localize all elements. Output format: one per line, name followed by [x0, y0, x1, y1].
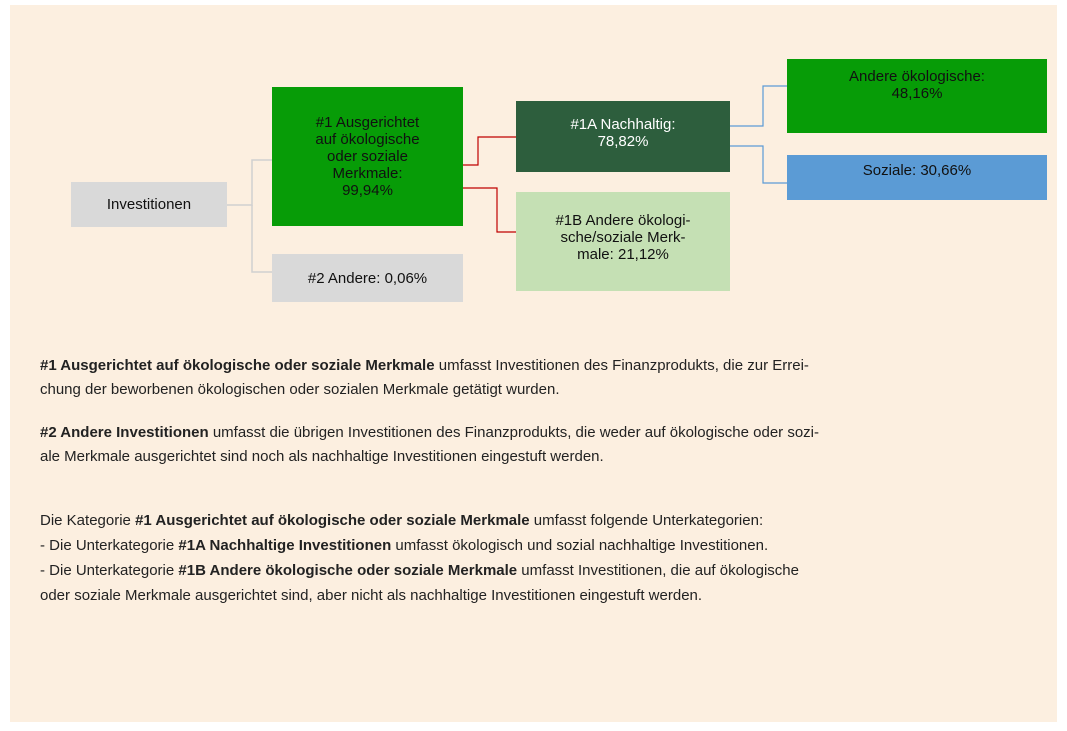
- node-label: Andere ökologische:: [849, 68, 985, 85]
- node-label: male: 21,12%: [577, 246, 669, 263]
- bold-text: #1 Ausgerichtet auf ökologische oder soz…: [135, 512, 530, 529]
- text-line: oder soziale Merkmale ausgerichtet sind,…: [40, 583, 702, 608]
- text-line: ale Merkmale ausgerichtet sind noch als …: [40, 444, 604, 469]
- node-label: 48,16%: [891, 85, 943, 102]
- text-line: - Die Unterkategorie #1B Andere ökologis…: [40, 558, 799, 583]
- node-label: sche/soziale Merk-: [560, 229, 686, 246]
- text: ale Merkmale ausgerichtet sind noch als …: [40, 448, 604, 465]
- text-line: chung der beworbenen ökologischen oder s…: [40, 377, 560, 402]
- node-label: 99,94%: [342, 182, 393, 199]
- node-label: 78,82%: [597, 132, 649, 150]
- text: - Die Unterkategorie: [40, 537, 179, 554]
- connector: [463, 187, 516, 233]
- connector: [463, 136, 516, 166]
- node-label: #1 Ausgerichtet: [315, 114, 420, 131]
- node: #2 Andere: 0,06%: [272, 254, 463, 302]
- bold-text: #1B Andere ökologische oder soziale Merk…: [178, 562, 518, 579]
- text-line: #2 Andere Investitionen umfasst die übri…: [40, 420, 819, 445]
- bold-text: #1 Ausgerichtet auf ökologische oder soz…: [40, 357, 435, 374]
- connector: [227, 159, 272, 206]
- node-label: Soziale: 30,66%: [862, 162, 972, 179]
- bold-text: #1A Nachhaltige Investitionen: [178, 537, 392, 554]
- text: umfasst Investitionen, die auf ökologisc…: [517, 562, 799, 579]
- node: Soziale: 30,66%: [787, 155, 1047, 200]
- text: umfasst folgende Unterkategorien:: [529, 512, 764, 529]
- connector: [730, 145, 787, 184]
- text: Die Kategorie: [40, 512, 136, 529]
- connector: [730, 85, 787, 127]
- text: umfasst ökologisch und sozial nachhaltig…: [391, 537, 769, 554]
- node: Andere ökologische: 48,16%: [787, 59, 1047, 133]
- node-label: #2 Andere: 0,06%: [307, 269, 428, 287]
- connector: [251, 205, 272, 273]
- node-label: #1B Andere ökologi-: [555, 212, 691, 229]
- text: chung der beworbenen ökologischen oder s…: [40, 381, 560, 398]
- node: Investitionen: [71, 182, 227, 227]
- node-label: Merkmale:: [332, 165, 403, 182]
- node: #1B Andere ökologi-sche/soziale Merk-mal…: [516, 192, 730, 291]
- node: #1A Nachhaltig: 78,82%: [516, 101, 730, 172]
- text: umfasst die übrigen Investitionen des Fi…: [208, 424, 819, 441]
- text: umfasst Investitionen des Finanzprodukts…: [434, 357, 809, 374]
- node-label: Investitionen: [106, 196, 192, 213]
- text: oder soziale Merkmale ausgerichtet sind,…: [40, 587, 703, 604]
- node-label: oder soziale: [327, 148, 408, 165]
- node-label: #1A Nachhaltig:: [570, 115, 676, 133]
- text: - Die Unterkategorie: [40, 562, 179, 579]
- node: #1 Ausgerichtet auf ökologische oder sozia…: [272, 87, 463, 226]
- node-label: auf ökologische: [315, 131, 420, 148]
- bold-text: #2 Andere Investitionen: [40, 424, 209, 441]
- text-line: #1 Ausgerichtet auf ökologische oder soz…: [40, 353, 809, 378]
- text-line: Die Kategorie #1 Ausgerichtet auf ökolog…: [40, 508, 763, 533]
- text-line: - Die Unterkategorie #1A Nachhaltige Inv…: [40, 533, 768, 558]
